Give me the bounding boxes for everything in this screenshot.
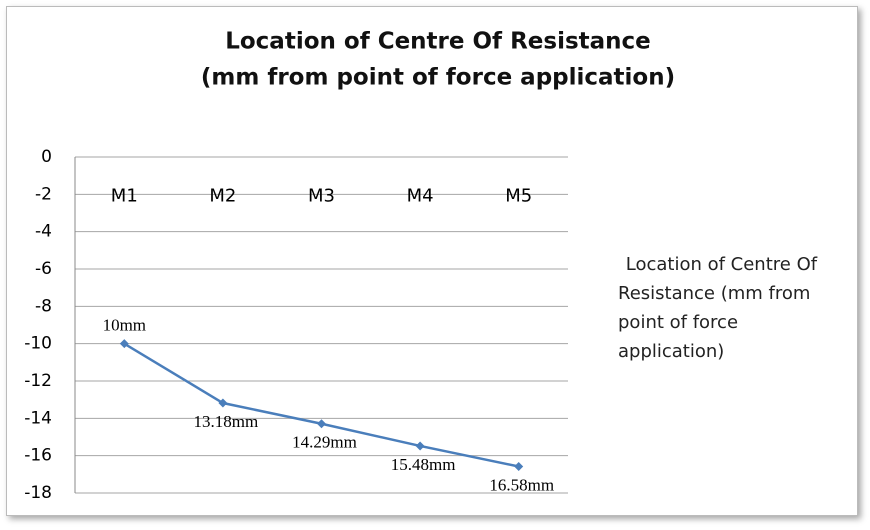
legend-key [618,255,620,275]
data-point [317,419,326,429]
data-point [514,461,524,471]
y-tick-label: -10 [24,334,52,354]
y-tick-label: -6 [35,259,52,279]
data-label: 13.18mm [194,412,259,431]
y-tick-label: -14 [24,408,52,428]
x-tick-label: M1 [111,185,138,206]
data-label: 15.48mm [391,455,456,474]
x-tick-label: M5 [505,185,532,206]
y-tick-label: -12 [24,371,52,391]
y-tick-label: -16 [24,446,52,466]
legend-label: Location of Centre Of Resistance (mm fro… [618,254,818,362]
y-tick-label: -2 [35,184,52,204]
data-point [218,398,228,408]
y-tick-label: -8 [35,296,52,316]
y-tick-label: -18 [24,483,52,503]
legend: Location of Centre Of Resistance (mm fro… [618,250,840,375]
x-tick-label: M3 [308,185,335,206]
chart-frame [6,6,858,516]
y-tick-label: -4 [35,222,52,242]
y-tick-label: 0 [41,147,52,167]
x-tick-label: M2 [209,185,236,206]
data-point [415,441,425,451]
x-tick-label: M4 [407,185,434,206]
data-label: 14.29mm [292,433,357,452]
data-label: 16.58mm [489,475,554,494]
data-point [119,339,129,349]
chart-subtitle: (mm from point of force application) [201,65,675,91]
chart-title: Location of Centre Of Resistance [225,29,651,55]
data-label: 10mm [103,316,146,335]
